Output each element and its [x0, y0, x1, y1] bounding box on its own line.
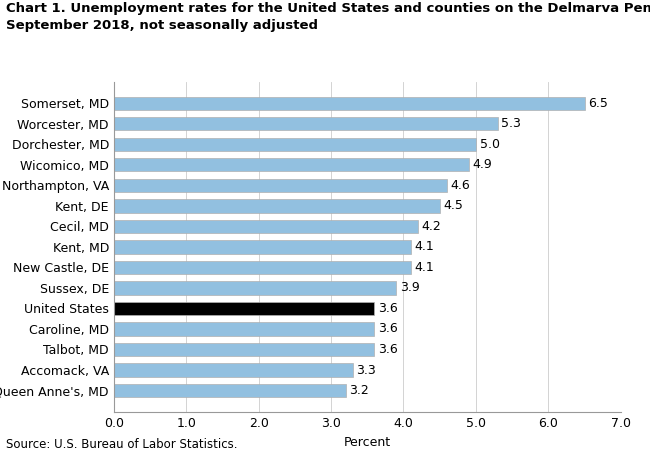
Text: 3.6: 3.6	[378, 323, 398, 336]
Text: 4.1: 4.1	[414, 261, 434, 274]
Text: 5.0: 5.0	[480, 138, 499, 151]
Text: 4.2: 4.2	[422, 220, 441, 233]
Bar	[114, 261, 411, 274]
Bar	[114, 281, 396, 294]
Bar	[114, 302, 374, 315]
Text: 3.9: 3.9	[400, 281, 420, 294]
Text: 4.9: 4.9	[473, 158, 492, 171]
Bar	[114, 199, 439, 212]
Text: 3.6: 3.6	[378, 302, 398, 315]
Text: Chart 1. Unemployment rates for the United States and counties on the Delmarva P: Chart 1. Unemployment rates for the Unit…	[6, 2, 650, 32]
Bar	[114, 322, 374, 336]
Text: 3.3: 3.3	[356, 363, 376, 376]
Text: 4.5: 4.5	[443, 199, 463, 212]
Bar	[114, 363, 353, 377]
Text: 3.6: 3.6	[378, 343, 398, 356]
Text: 4.6: 4.6	[450, 179, 471, 192]
Text: 3.2: 3.2	[349, 384, 369, 397]
Bar	[114, 138, 476, 151]
Bar	[114, 220, 418, 233]
Bar	[114, 343, 374, 356]
Text: Source: U.S. Bureau of Labor Statistics.: Source: U.S. Bureau of Labor Statistics.	[6, 438, 238, 451]
Bar	[114, 384, 346, 397]
Bar	[114, 158, 469, 172]
X-axis label: Percent: Percent	[344, 436, 391, 448]
Text: 4.1: 4.1	[414, 241, 434, 253]
Text: 5.3: 5.3	[501, 117, 521, 130]
Bar	[114, 240, 411, 254]
Bar	[114, 178, 447, 192]
Bar	[114, 96, 584, 110]
Bar	[114, 117, 498, 130]
Text: 6.5: 6.5	[588, 97, 608, 110]
